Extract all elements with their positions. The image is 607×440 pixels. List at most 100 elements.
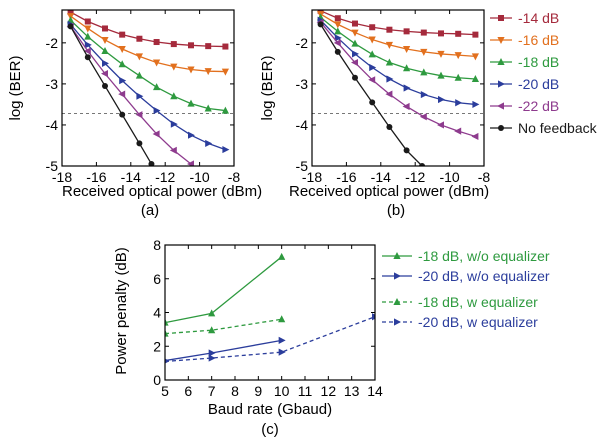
series-line-18-db (320, 16, 476, 80)
legend-label-20-db: -20 dB (518, 76, 559, 92)
series-line-16-db (70, 15, 226, 73)
panel-c-y-axis-label: Power penalty (dB) (113, 247, 130, 375)
data-point-20-db-8 (455, 99, 463, 107)
legend-marker-no-feedback (498, 125, 504, 131)
data-point-20-db-w-equalizer-1 (208, 354, 216, 362)
data-point-14-db-5 (403, 28, 410, 35)
data-point-22-db-9 (471, 132, 479, 141)
data-point-20-db-3 (119, 77, 127, 85)
data-point-22-db-1 (83, 47, 91, 55)
data-point-20-db-9 (472, 100, 480, 109)
data-point-18-db-w-o-equalizer-2 (278, 252, 286, 260)
data-point-no-feedback-0 (67, 23, 74, 30)
x-tick-label: -10 (189, 169, 209, 185)
data-point-14-db-5 (153, 39, 160, 46)
data-point-16-db-4 (135, 53, 143, 61)
data-point-16-db-2 (101, 36, 109, 44)
legend-marker-18-db (497, 58, 505, 65)
series-line-18-db-w-equalizer (165, 318, 282, 335)
y-tick-label: -2 (296, 35, 309, 51)
data-point-16-db-7 (187, 66, 195, 74)
data-point-14-db-2 (352, 20, 358, 27)
legend-marker-18-db-w-o-equalizer (393, 252, 401, 259)
data-point-20-db-7 (188, 131, 195, 139)
data-point-14-db-7 (188, 42, 194, 49)
x-tick-label: 12 (321, 383, 337, 399)
data-point-22-db-3 (368, 76, 376, 84)
data-point-16-db-8 (454, 52, 462, 60)
data-point-20-db-w-o-equalizer-2 (278, 336, 286, 344)
data-point-18-db-7 (437, 71, 445, 79)
y-tick-label: -4 (296, 117, 309, 133)
data-point-20-db-1 (334, 34, 342, 42)
data-point-16-db-9 (221, 68, 229, 76)
legend-label-no-feedback: No feedback (518, 120, 598, 136)
panel-a-x-axis-label: Received optical power (dBm) (62, 183, 262, 200)
data-point-16-db-3 (118, 46, 126, 53)
series-line-22-db (70, 26, 192, 165)
y-tick-label: 6 (153, 271, 161, 287)
data-point-no-feedback-5 (403, 147, 410, 154)
panel-c-x-axis-label: Baud rate (Gbaud) (208, 401, 332, 418)
data-point-14-db-6 (170, 41, 177, 48)
data-point-18-db-6 (170, 92, 178, 100)
legend-label-18-db-w-equalizer: -18 dB, w equalizer (418, 294, 538, 310)
data-point-22-db-5 (152, 130, 160, 138)
data-point-16-db-1 (334, 21, 342, 29)
data-point-14-db-8 (205, 43, 212, 50)
series-line-14-db (70, 11, 226, 48)
data-point-20-db-2 (102, 59, 109, 67)
legend-label-22-db: -22 dB (518, 98, 559, 114)
data-point-16-db-6 (170, 63, 178, 71)
data-point-22-db-3 (118, 90, 126, 98)
data-point-18-db-5 (403, 64, 411, 72)
data-point-20-db-6 (170, 120, 178, 128)
data-point-18-db-9 (221, 106, 229, 114)
data-point-no-feedback-4 (386, 124, 393, 130)
data-point-16-db-6 (420, 48, 428, 56)
data-point-no-feedback-1 (334, 48, 341, 55)
legend-marker-20-db-w-o-equalizer (394, 272, 401, 280)
series-line-18-db (70, 19, 226, 112)
data-point-18-db-w-equalizer-2 (278, 315, 286, 323)
x-tick-label: -10 (439, 169, 459, 185)
data-point-14-db-8 (455, 30, 462, 37)
data-point-20-db-w-equalizer-2 (278, 348, 286, 356)
data-point-22-db-2 (351, 58, 358, 67)
data-point-20-db-5 (153, 106, 161, 115)
data-point-20-db-7 (438, 95, 445, 104)
panel-a-label: (a) (141, 202, 159, 219)
data-point-22-db-4 (135, 111, 143, 119)
data-point-no-feedback-4 (136, 140, 143, 147)
x-tick-label: 8 (231, 383, 239, 399)
series-line-20-db-w-equalizer (165, 316, 375, 363)
data-point-18-db-8 (454, 73, 462, 81)
y-tick-label: -3 (46, 76, 59, 92)
data-point-16-db-7 (437, 50, 445, 58)
data-point-18-db-3 (368, 50, 376, 58)
data-point-18-db-6 (420, 68, 428, 76)
data-point-22-db-4 (385, 90, 393, 98)
data-point-14-db-9 (222, 43, 229, 50)
legend-label-20-db-w-equalizer: -20 dB, w equalizer (418, 314, 538, 330)
data-point-22-db-8 (454, 127, 462, 135)
data-point-18-db-2 (351, 39, 359, 47)
panel-b-y-axis-label: log (BER) (259, 55, 276, 120)
data-point-16-db-8 (204, 68, 212, 76)
panel-c-label: (c) (261, 421, 279, 438)
data-point-22-db-2 (101, 70, 108, 78)
x-tick-label: -16 (86, 169, 106, 185)
x-tick-label: -12 (155, 169, 175, 185)
data-point-no-feedback-3 (369, 99, 376, 106)
legend-label-16-db: -16 dB (518, 32, 559, 48)
data-point-16-db-5 (403, 46, 411, 53)
legend-marker-22-db (497, 102, 504, 110)
data-point-14-db-1 (334, 15, 341, 22)
data-point-18-db-w-equalizer-0 (165, 329, 169, 337)
panel-c-legend: -18 dB, w/o equalizer -20 dB, w/o equaliz… (382, 248, 550, 330)
y-tick-label: -2 (46, 35, 59, 51)
data-point-20-db-w-equalizer-3 (372, 313, 375, 321)
y-tick-label: -4 (46, 117, 59, 133)
legend-marker-18-db-w-equalizer (393, 298, 401, 305)
x-tick-label: 11 (298, 383, 313, 399)
